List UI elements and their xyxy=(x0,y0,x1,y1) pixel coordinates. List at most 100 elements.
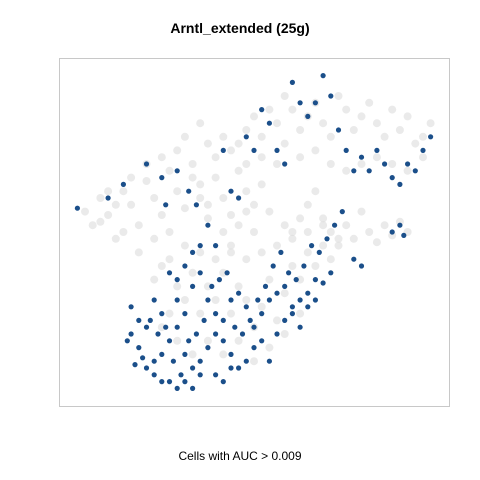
highlighted-cells xyxy=(74,73,434,391)
background-cell-point xyxy=(280,330,289,338)
highlighted-cell-point xyxy=(274,147,280,153)
background-cell-point xyxy=(234,282,243,291)
highlighted-cell-point xyxy=(197,358,203,364)
highlighted-cell-point xyxy=(143,324,150,330)
background-cell-point xyxy=(150,275,159,284)
background-cell-point xyxy=(303,248,312,257)
background-cell-point xyxy=(234,336,243,345)
highlighted-cell-point xyxy=(286,270,292,276)
background-cell-point xyxy=(334,241,343,250)
highlighted-cell-point xyxy=(174,277,180,283)
background-cell-point xyxy=(303,200,312,209)
highlighted-cell-point xyxy=(197,270,203,276)
background-cell-point xyxy=(288,234,297,243)
highlighted-cell-point xyxy=(251,345,257,351)
background-cell-point xyxy=(326,228,335,236)
background-cell-point xyxy=(365,98,374,107)
background-cell-point xyxy=(96,194,105,202)
background-cell-point xyxy=(234,221,243,230)
highlighted-cell-point xyxy=(305,290,311,296)
background-cell-point xyxy=(326,255,335,264)
highlighted-cell-point xyxy=(316,249,322,255)
highlighted-cell-point xyxy=(289,79,295,85)
background-cell-point xyxy=(227,211,235,219)
highlighted-cell-point xyxy=(374,147,380,153)
highlighted-cell-point xyxy=(159,175,165,181)
highlighted-cell-point xyxy=(282,161,288,167)
background-cell-point xyxy=(265,105,274,114)
highlighted-cell-point xyxy=(236,365,242,371)
background-cell-point xyxy=(296,153,305,162)
highlighted-cell-point xyxy=(312,100,318,106)
background-cell-point xyxy=(96,217,105,226)
highlighted-cell-point xyxy=(305,113,311,119)
highlighted-cell-point xyxy=(140,355,146,361)
background-cell-point xyxy=(219,132,228,141)
highlighted-cell-point xyxy=(136,345,142,351)
background-cell-point xyxy=(372,153,381,162)
background-cell-point xyxy=(127,173,136,182)
highlighted-cell-point xyxy=(428,134,434,140)
background-cell-point xyxy=(242,187,251,196)
background-cell-point xyxy=(196,194,205,202)
highlighted-cell-point xyxy=(259,311,265,317)
background-cell-point xyxy=(134,221,143,230)
highlighted-cell-point xyxy=(312,297,318,303)
background-cell-point xyxy=(188,160,197,168)
background-cell-point xyxy=(319,214,328,223)
highlighted-cell-point xyxy=(401,232,407,238)
highlighted-cell-point xyxy=(201,317,207,323)
highlighted-cell-point xyxy=(159,379,165,385)
background-cell-point xyxy=(119,187,128,196)
background-cell-point xyxy=(326,132,335,141)
background-cell-point xyxy=(242,207,251,216)
background-cell-point xyxy=(165,166,174,175)
background-cell-point xyxy=(257,132,266,141)
background-cell-point xyxy=(196,309,205,318)
highlighted-cell-point xyxy=(270,263,276,269)
background-cell-point xyxy=(296,275,305,284)
background-cell-point xyxy=(134,248,143,257)
background-cell-point xyxy=(250,112,258,121)
background-cell-point xyxy=(250,357,258,366)
highlighted-cell-point xyxy=(343,147,349,153)
background-cell-point xyxy=(203,282,212,291)
background-cell-point xyxy=(250,228,258,236)
highlighted-cell-point xyxy=(128,304,134,310)
background-cells xyxy=(81,92,435,366)
background-cell-point xyxy=(265,275,274,284)
highlighted-cell-point xyxy=(159,311,165,317)
background-cell-point xyxy=(288,228,297,236)
highlighted-cell-point xyxy=(163,324,169,330)
background-cell-point xyxy=(250,200,258,209)
highlighted-cell-point xyxy=(358,263,365,269)
highlighted-cell-point xyxy=(278,249,284,255)
highlighted-cell-point xyxy=(166,379,173,385)
background-cell-point xyxy=(111,200,120,209)
highlighted-cell-point xyxy=(251,147,257,153)
background-cell-point xyxy=(349,126,358,134)
background-cell-point xyxy=(157,153,166,162)
background-cell-point xyxy=(188,173,197,182)
highlighted-cell-point xyxy=(205,222,211,228)
background-cell-point xyxy=(265,343,274,352)
highlighted-cell-point xyxy=(312,277,318,283)
background-cell-point xyxy=(203,139,212,148)
chart-caption: Cells with AUC > 0.009 xyxy=(178,449,302,463)
background-cell-point xyxy=(403,112,412,121)
background-cell-point xyxy=(411,139,420,148)
background-cell-point xyxy=(104,211,113,219)
highlighted-cell-point xyxy=(190,365,196,371)
background-cell-point xyxy=(273,160,281,168)
background-cell-point xyxy=(150,234,159,243)
background-cell-point xyxy=(311,146,320,155)
background-cell-point xyxy=(319,221,328,230)
background-cell-point xyxy=(288,262,297,270)
highlighted-cell-point xyxy=(220,317,226,323)
highlighted-cell-point xyxy=(205,297,211,303)
background-cell-point xyxy=(357,112,366,121)
highlighted-cell-point xyxy=(143,161,150,167)
background-cell-point xyxy=(296,126,305,134)
highlighted-cell-point xyxy=(120,181,126,187)
highlighted-cell-point xyxy=(243,134,249,140)
